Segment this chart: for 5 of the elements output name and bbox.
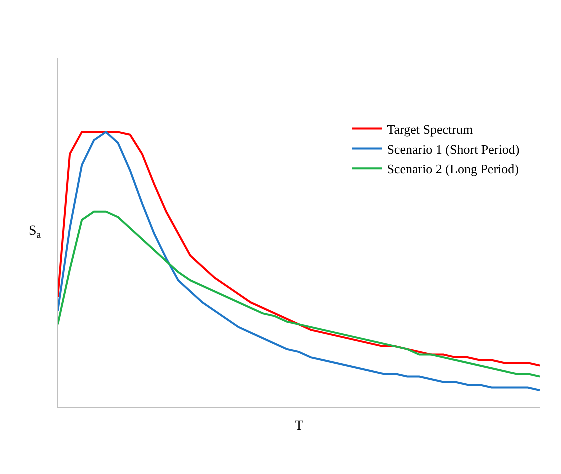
legend-label: Scenario 2 (Long Period) xyxy=(387,162,519,177)
y-axis-title: S$_{a}$ xyxy=(29,224,42,241)
x-axis-title: T xyxy=(295,419,304,434)
legend-label: Target Spectrum xyxy=(387,122,474,137)
legend-label: Scenario 1 (Short Period) xyxy=(387,142,520,157)
